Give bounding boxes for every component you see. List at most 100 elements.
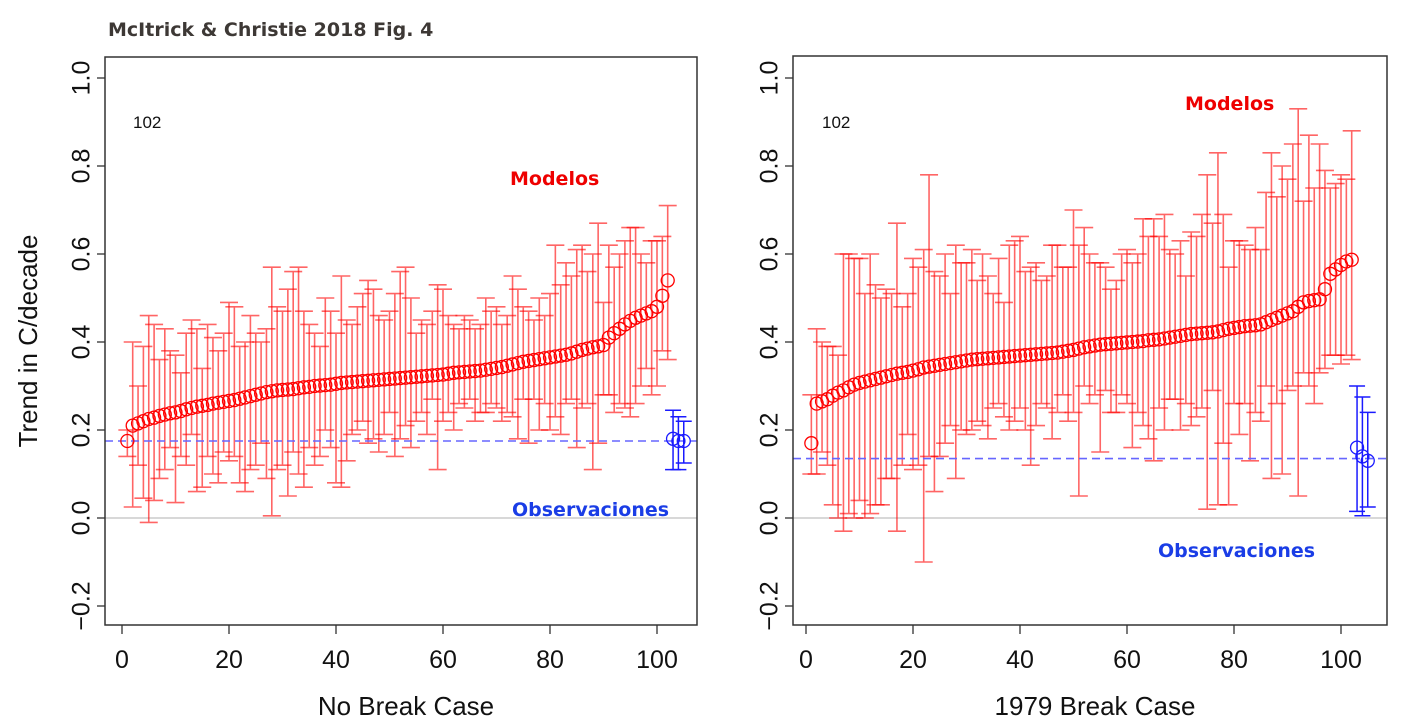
y-tick-label: 0.2 [68, 413, 96, 448]
legend-observations-label: Observaciones [1158, 540, 1315, 562]
model-point [948, 355, 963, 370]
model-errorbar [123, 341, 142, 508]
model-errorbar [434, 288, 452, 423]
model-point [425, 368, 440, 383]
model-points [120, 273, 675, 449]
model-point [414, 369, 429, 384]
model-point [510, 355, 526, 371]
model-errorbar [1342, 130, 1361, 361]
model-point [1237, 319, 1252, 334]
model-errorbar [1198, 174, 1217, 511]
x-tick-label: 60 [1113, 646, 1141, 674]
observation-point [676, 433, 691, 449]
model-errorbar [861, 253, 880, 515]
model-errorbar [1171, 240, 1190, 431]
y-tick-label: 0.6 [68, 237, 96, 272]
model-point [339, 375, 354, 390]
model-errorbar [807, 327, 826, 475]
model-point [1178, 327, 1193, 343]
model-count-annotation: 102 [822, 113, 850, 132]
model-errorbar [262, 266, 281, 517]
model-point [162, 406, 178, 421]
model-point [1301, 293, 1317, 309]
model-point [253, 386, 269, 401]
model-point [1205, 325, 1220, 340]
model-point [558, 347, 574, 362]
model-errorbar [631, 253, 650, 387]
model-point [473, 363, 488, 378]
model-point [873, 370, 889, 385]
model-point [323, 377, 338, 392]
model-point [430, 367, 445, 383]
model-point [350, 374, 365, 389]
model-errorbar [241, 314, 260, 471]
model-point [612, 321, 627, 336]
model-errorbar [1251, 248, 1270, 423]
model-point [521, 353, 536, 369]
x-axis-title: 1979 Break Case [995, 691, 1196, 721]
model-point [996, 349, 1012, 365]
model-point [1066, 342, 1081, 358]
legend-models-label: Modelos [510, 168, 599, 190]
model-errorbar [353, 292, 372, 423]
model-point [1317, 282, 1333, 297]
model-errorbar [871, 297, 890, 506]
model-point [467, 363, 483, 379]
x-tick-label: 20 [215, 646, 243, 674]
model-point [1173, 328, 1188, 343]
model-errorbar [882, 292, 901, 480]
model-point [1023, 347, 1038, 362]
model-point [141, 411, 156, 427]
model-point [232, 391, 247, 406]
model-point [900, 364, 915, 380]
model-point [1328, 262, 1343, 277]
y-axis-title: Trend in C/decade [13, 235, 43, 448]
model-errorbar [855, 292, 874, 519]
model-point [532, 352, 547, 367]
model-errorbar [487, 305, 506, 409]
observation-points [665, 409, 692, 471]
model-point [607, 326, 622, 341]
model-errorbar [1112, 253, 1131, 396]
model-point [580, 341, 595, 356]
model-point [227, 392, 242, 408]
model-errorbar [1299, 134, 1318, 387]
model-point [446, 365, 461, 380]
model-errorbar [1043, 244, 1062, 440]
model-point [1184, 326, 1199, 342]
model-errorbar [626, 226, 645, 405]
model-errorbar [823, 345, 842, 506]
model-errorbar [1091, 261, 1110, 453]
model-point [1114, 335, 1129, 351]
model-errorbar [230, 345, 249, 484]
chart-panel-1: −0.2 0.0 0.2 0.4 0.6 0.8 1.0 0 20 40 60 80 100 No Bre… [13, 56, 698, 721]
plot-frame [792, 55, 1388, 626]
model-point [248, 387, 263, 402]
model-point [959, 353, 974, 368]
model-errorbar [1075, 226, 1094, 387]
model-errorbar [1289, 108, 1308, 497]
model-errorbar [829, 354, 848, 519]
model-point [403, 370, 419, 385]
model-point [991, 350, 1006, 365]
y-tick-label: 0.2 [756, 413, 784, 448]
model-point [157, 407, 172, 422]
observation-point [1349, 440, 1365, 455]
model-point [216, 394, 231, 409]
y-tick-label: 0.0 [68, 501, 96, 536]
model-errorbar [476, 297, 495, 414]
model-point [1125, 334, 1140, 350]
model-errorbar [455, 314, 474, 409]
model-errorbar [1182, 231, 1201, 427]
model-point [1194, 326, 1210, 341]
x-tick-label: 80 [1220, 646, 1248, 674]
model-errorbar [952, 261, 971, 431]
y-tick-label: 0.8 [756, 149, 784, 184]
model-errorbar [658, 204, 677, 361]
model-errorbar [957, 261, 976, 436]
y-tick-label: 1.0 [756, 61, 784, 96]
model-point [1323, 266, 1338, 281]
model-point [516, 354, 531, 369]
legend-observations-label: Observaciones [512, 499, 669, 521]
model-errorbar [171, 371, 190, 458]
